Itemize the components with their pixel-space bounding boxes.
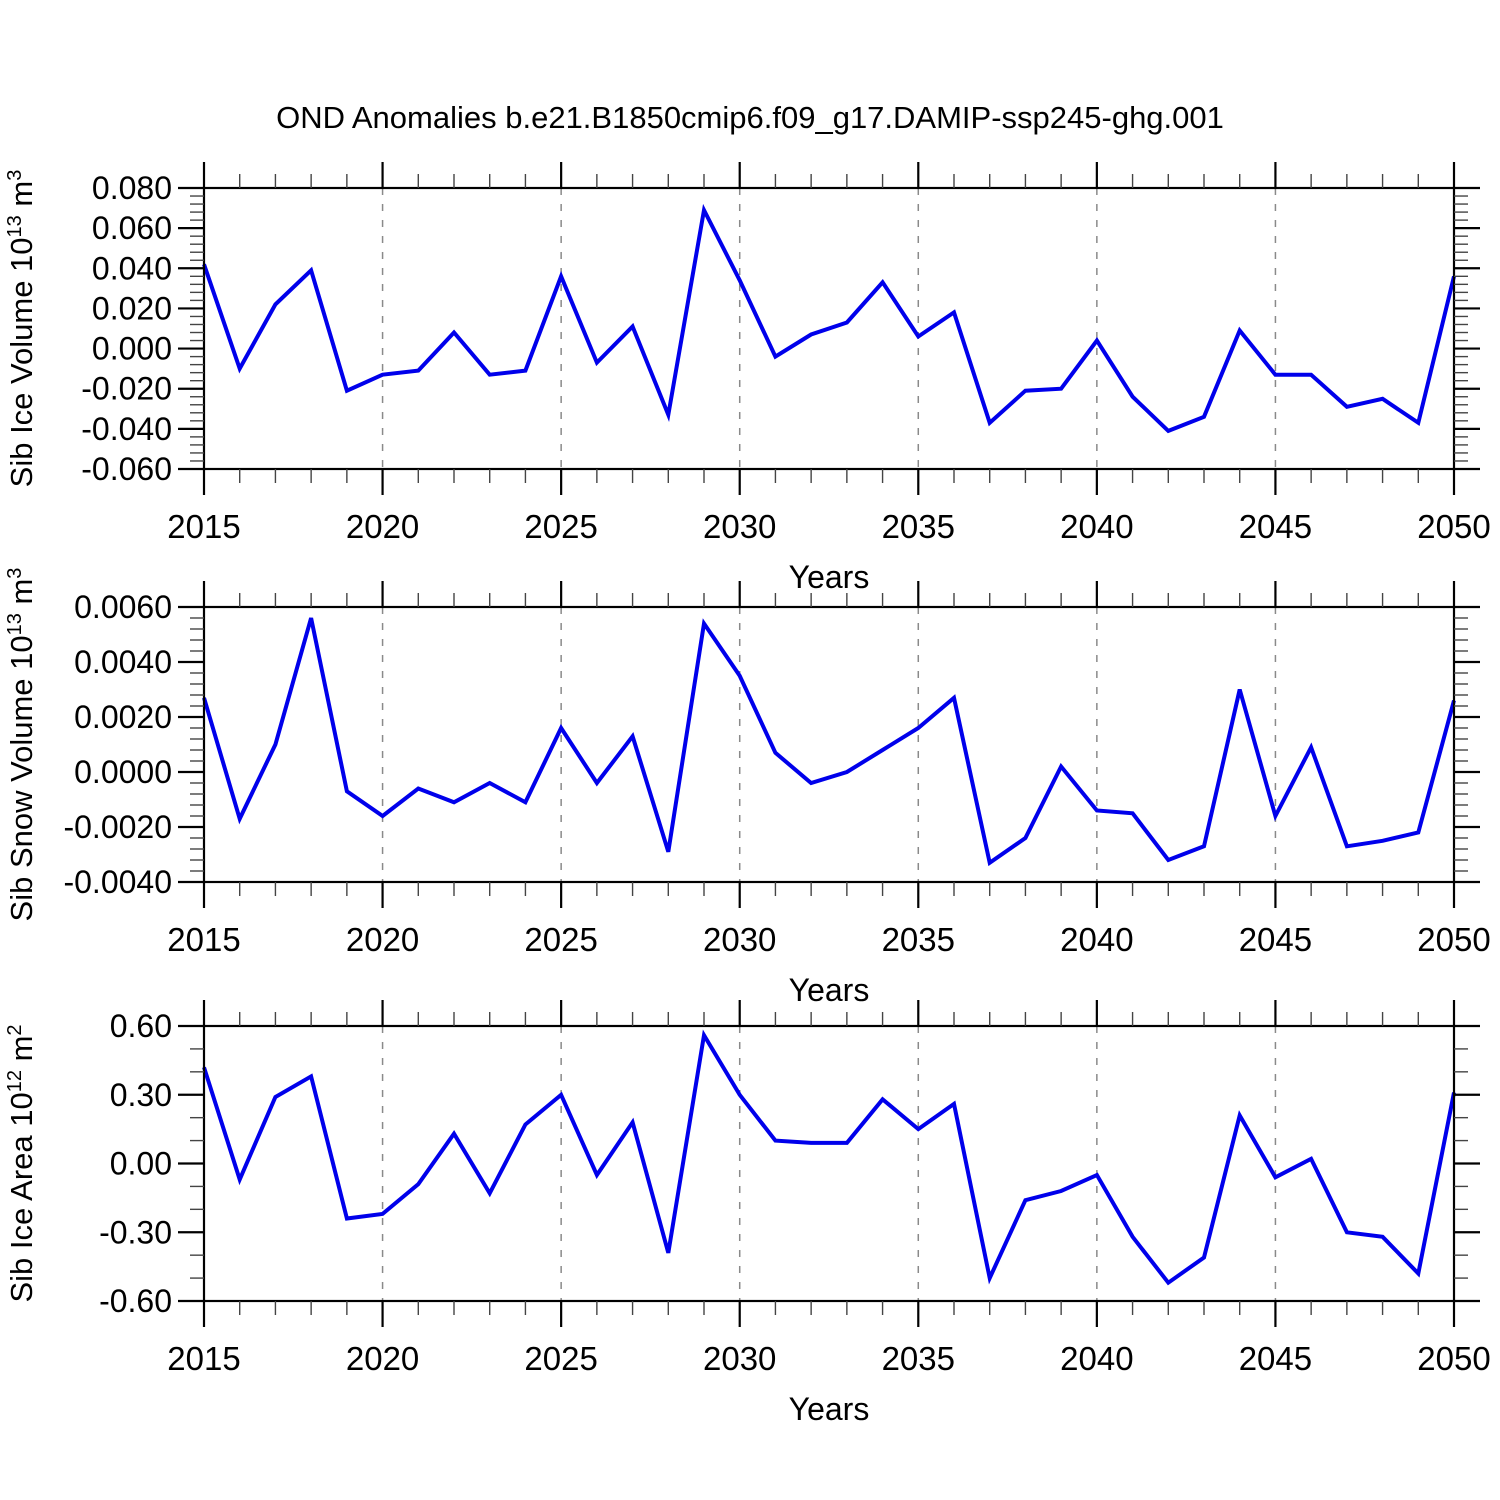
x-axis-label: Years [789,559,870,595]
x-axis-label: Years [789,972,870,1008]
x-tick-label: 2030 [703,508,776,545]
x-tick-label: 2030 [703,921,776,958]
y-tick-label: -0.020 [81,371,172,407]
x-tick-label: 2040 [1060,1340,1133,1377]
x-tick-label: 2020 [346,508,419,545]
x-tick-label: 2025 [524,508,597,545]
x-tick-label: 2025 [524,921,597,958]
x-tick-label: 2015 [167,1340,240,1377]
x-tick-label: 2035 [882,921,955,958]
y-axis-label-part: Sib Snow Volume 10 [4,635,39,921]
x-tick-label: 2020 [346,1340,419,1377]
data-line-sib-snow-volume [202,617,1456,867]
plot-frame [202,605,1456,884]
y-tick-label: 0.080 [92,170,172,206]
x-tick-label: 2030 [703,1340,776,1377]
x-axis-label: Years [789,1391,870,1427]
y-tick-label: -0.060 [81,451,172,487]
y-tick-label: 0.0000 [74,754,172,790]
y-tick-label: 0.30 [110,1077,172,1113]
data-line-sib-ice-area [202,1029,1456,1286]
y-tick-label: -0.30 [99,1214,172,1250]
y-tick-label: 0.040 [92,250,172,286]
y-axis-label-sup: 3 [4,568,26,579]
x-tick-label: 2020 [346,921,419,958]
y-tick-label: 0.00 [110,1146,172,1182]
x-tick-label: 2015 [167,921,240,958]
x-tick-label: 2025 [524,1340,597,1377]
x-tick-label: 2040 [1060,921,1133,958]
y-tick-label: 0.60 [110,1008,172,1044]
y-tick-label: 0.0060 [74,589,172,625]
data-line-sib-ice-volume [202,203,1456,434]
y-axis-label-sup: 13 [4,613,26,635]
y-axis-label: Sib Snow Volume 1013 m3 [4,568,39,922]
y-axis-label-sup: 13 [4,215,26,237]
y-tick-label: 0.0040 [74,644,172,680]
x-tick-label: 2050 [1417,508,1490,545]
y-axis-label: Sib Ice Area 1012 m2 [4,1024,39,1302]
x-tick-label: 2045 [1239,921,1312,958]
y-axis-label-part: Sib Ice Area 10 [4,1092,39,1302]
panel-sib-snow-volume: 2015 2020 2025 2030 2035 2040 2045 2050 0.0060 0.… [4,568,1491,1008]
y-tick-label: 0.0020 [74,699,172,735]
x-tick-label: 2035 [882,508,955,545]
y-axis-label-part: Sib Ice Volume 10 [4,237,39,487]
panel-sib-ice-area: 2015 2020 2025 2030 2035 2040 2045 2050 0.60 0.30… [4,1000,1491,1427]
y-tick-label: -0.040 [81,411,172,447]
y-axis-label-part: m [4,1036,39,1070]
y-tick-label: -0.0040 [63,864,172,900]
y-axis-label-part: m [4,181,39,215]
y-tick-label: 0.020 [92,290,172,326]
y-tick-label: 0.000 [92,331,172,367]
y-tick-label: 0.060 [92,210,172,246]
y-axis-label-sup: 3 [4,170,26,181]
x-tick-label: 2040 [1060,508,1133,545]
y-axis-label-sup: 2 [4,1024,26,1035]
plot-frame [202,186,1456,471]
plot-title: OND Anomalies b.e21.B1850cmip6.f09_g17.D… [276,100,1224,135]
y-axis-label-sup: 12 [4,1070,26,1092]
y-tick-label: -0.60 [99,1283,172,1319]
y-axis-label: Sib Ice Volume 1013 m3 [4,170,39,488]
x-tick-label: 2015 [167,508,240,545]
x-tick-label: 2050 [1417,1340,1490,1377]
x-tick-label: 2045 [1239,1340,1312,1377]
y-tick-label: -0.0020 [63,809,172,845]
x-tick-label: 2045 [1239,508,1312,545]
panel-sib-ice-volume: 2015 2020 2025 2030 2035 2040 2045 2050 0.080 0.0… [4,162,1491,595]
y-axis-label-part: m [4,579,39,613]
x-tick-label: 2035 [882,1340,955,1377]
x-tick-label: 2050 [1417,921,1490,958]
